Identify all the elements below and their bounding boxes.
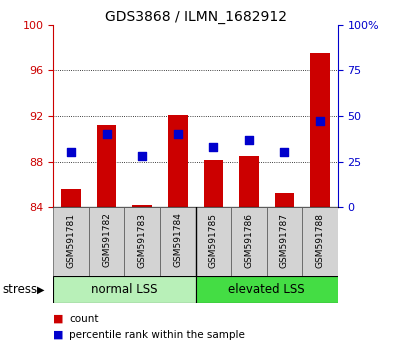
Bar xyxy=(196,207,231,276)
Bar xyxy=(275,193,294,207)
Bar xyxy=(160,207,196,276)
Bar xyxy=(302,207,338,276)
Bar xyxy=(231,207,267,276)
Bar xyxy=(97,125,117,207)
Text: ■: ■ xyxy=(53,314,64,324)
Text: GSM591782: GSM591782 xyxy=(102,213,111,268)
Text: stress: stress xyxy=(2,283,37,296)
Title: GDS3868 / ILMN_1682912: GDS3868 / ILMN_1682912 xyxy=(105,10,286,24)
Text: ▶: ▶ xyxy=(37,284,44,295)
Text: GSM591788: GSM591788 xyxy=(316,213,324,268)
Bar xyxy=(203,160,223,207)
Bar xyxy=(267,207,302,276)
Text: normal LSS: normal LSS xyxy=(91,283,158,296)
Point xyxy=(103,131,110,137)
Bar xyxy=(124,207,160,276)
Bar xyxy=(132,205,152,207)
Point xyxy=(281,150,288,155)
Bar xyxy=(310,53,330,207)
Text: GSM591785: GSM591785 xyxy=(209,213,218,268)
Point xyxy=(317,119,323,124)
Text: percentile rank within the sample: percentile rank within the sample xyxy=(69,330,245,339)
Text: elevated LSS: elevated LSS xyxy=(228,283,305,296)
Bar xyxy=(239,156,259,207)
Bar xyxy=(53,276,196,303)
Bar xyxy=(61,189,81,207)
Text: GSM591781: GSM591781 xyxy=(67,213,75,268)
Point xyxy=(246,137,252,142)
Point xyxy=(175,131,181,137)
Text: GSM591784: GSM591784 xyxy=(173,213,182,268)
Bar xyxy=(196,276,356,303)
Point xyxy=(68,150,74,155)
Text: ■: ■ xyxy=(53,330,64,339)
Point xyxy=(210,144,216,150)
Text: count: count xyxy=(69,314,99,324)
Bar xyxy=(168,115,188,207)
Bar xyxy=(53,207,89,276)
Text: GSM591786: GSM591786 xyxy=(245,213,253,268)
Text: GSM591787: GSM591787 xyxy=(280,213,289,268)
Bar xyxy=(89,207,124,276)
Point xyxy=(139,153,145,159)
Text: GSM591783: GSM591783 xyxy=(138,213,147,268)
